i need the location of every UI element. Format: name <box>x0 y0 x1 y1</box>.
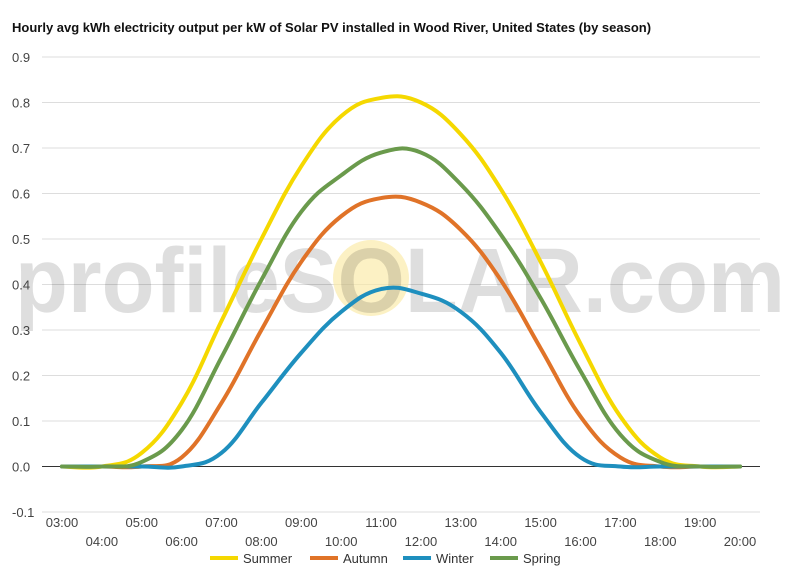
y-tick-label: -0.1 <box>12 505 34 520</box>
series-line-winter <box>60 285 742 470</box>
x-tick-label: 11:00 <box>365 515 397 530</box>
watermark-text: profileSOLAR.com <box>15 230 785 332</box>
y-tick-label: 0.4 <box>12 278 30 293</box>
x-tick-label: 15:00 <box>524 515 557 530</box>
x-tick-label: 07:00 <box>205 515 238 530</box>
x-tick-label: 18:00 <box>644 534 677 549</box>
chart-title: Hourly avg kWh electricity output per kW… <box>12 20 652 35</box>
y-tick-label: 0.2 <box>12 369 30 384</box>
x-axis: 03:00 04:00 05:00 06:00 07:00 08:00 09:00 10:00… <box>46 515 757 549</box>
y-axis: -0.1 0.0 0.1 0.2 0.3 0.4 0.5 0.6 0.7 0.8 0.9 <box>12 50 34 520</box>
x-tick-label: 08:00 <box>245 534 278 549</box>
watermark: profileSOLAR.com <box>15 230 785 332</box>
legend-label: Summer <box>243 551 293 566</box>
series-lines <box>60 94 742 470</box>
legend-label: Spring <box>523 551 561 566</box>
x-tick-label: 16:00 <box>564 534 597 549</box>
watermark-sun-icon <box>333 240 409 316</box>
legend-label: Winter <box>436 551 474 566</box>
y-tick-label: 0.8 <box>12 96 30 111</box>
x-tick-label: 13:00 <box>445 515 478 530</box>
series-line-spring <box>60 146 742 469</box>
series-line-autumn <box>60 194 742 470</box>
y-tick-label: 0.6 <box>12 187 30 202</box>
x-tick-label: 04:00 <box>86 534 119 549</box>
x-tick-label: 17:00 <box>604 515 637 530</box>
x-tick-label: 06:00 <box>165 534 198 549</box>
x-tick-label: 10:00 <box>325 534 358 549</box>
y-tick-label: 0.5 <box>12 232 30 247</box>
x-tick-label: 14:00 <box>484 534 517 549</box>
x-tick-label: 19:00 <box>684 515 717 530</box>
x-tick-label: 05:00 <box>125 515 158 530</box>
legend-label: Autumn <box>343 551 388 566</box>
x-tick-label: 20:00 <box>724 534 757 549</box>
x-tick-label: 12:00 <box>405 534 438 549</box>
legend: Summer Autumn Winter Spring <box>210 551 561 566</box>
y-tick-label: 0.7 <box>12 141 30 156</box>
x-tick-label: 03:00 <box>46 515 79 530</box>
y-tick-label: 0.0 <box>12 460 30 475</box>
y-tick-label: 0.3 <box>12 323 30 338</box>
y-tick-label: 0.9 <box>12 50 30 65</box>
series-line-summer <box>60 94 742 470</box>
x-tick-label: 09:00 <box>285 515 318 530</box>
y-tick-label: 0.1 <box>12 414 30 429</box>
